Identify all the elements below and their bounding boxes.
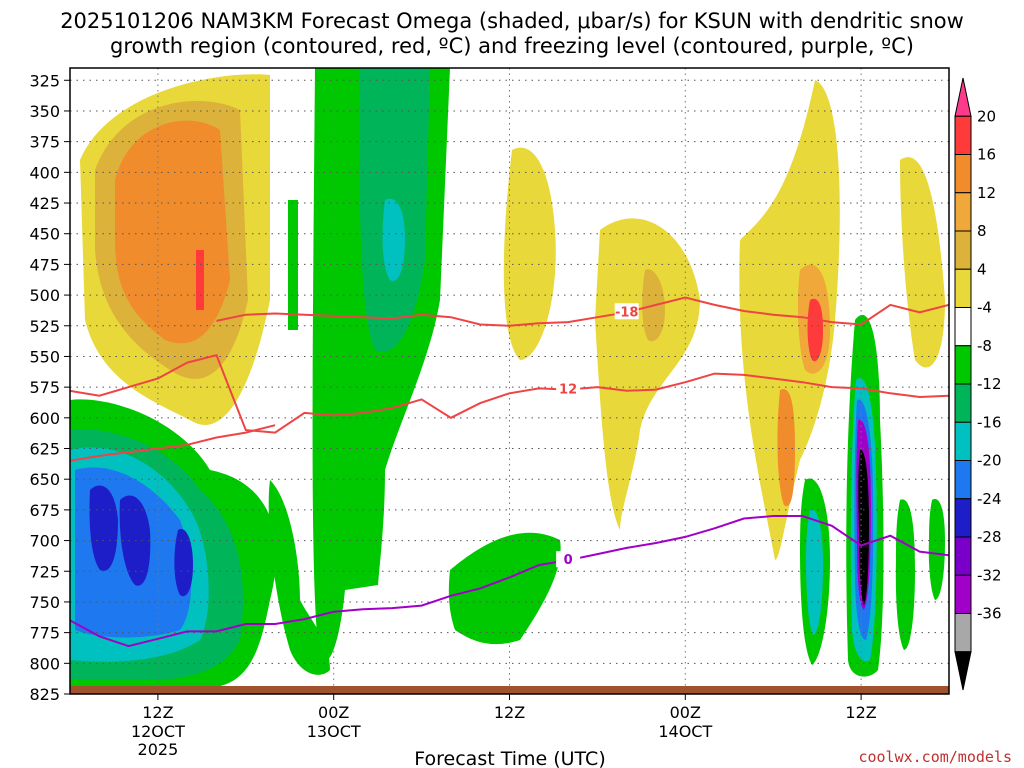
y-tick-label-675: 675: [29, 501, 60, 520]
shade-right-yellow2: [900, 157, 945, 368]
shade-mid-yellow1: [503, 147, 556, 360]
shade-right-orange-lower: [777, 389, 795, 507]
colorbar-label--24: -24: [977, 490, 1002, 508]
contour-label-bg-dgz_-18C: [614, 303, 639, 320]
y-tick-label-400: 400: [29, 163, 60, 182]
y-tick-label-375: 375: [29, 133, 60, 152]
contour-label-freezing_level_0C: 0: [564, 553, 573, 568]
contours: -18 12 0: [70, 296, 949, 648]
colorbar-label-16: 16: [977, 146, 996, 164]
colorbar-swatch-13: [954, 574, 972, 614]
y-tick-label-800: 800: [29, 654, 60, 673]
omega-shading: [70, 68, 945, 689]
chart-title-line2: growth region (contoured, red, ºC) and f…: [110, 34, 914, 58]
chart-title-line1: 2025101206 NAM3KM Forecast Omega (shaded…: [60, 9, 964, 33]
x-tick-label-4: 12Z: [845, 703, 876, 722]
shade-band-black: [858, 449, 869, 605]
shade-lower-left-darkblue1: [89, 485, 118, 571]
x-tick-year-0: 2025: [138, 740, 179, 759]
y-tick-label-625: 625: [29, 440, 60, 459]
x-tick-label-2: 12Z: [494, 703, 525, 722]
shade-band-far-teal: [928, 499, 945, 600]
contour-label-dgz_-12C: 12: [559, 383, 577, 398]
contour-label-bg-freezing_level_0C: [556, 551, 581, 568]
shade-right-red: [807, 298, 823, 362]
contour-label-dgz_-18C: -18: [615, 305, 639, 320]
watermark: coolwx.com/models: [858, 748, 1012, 766]
colorbar-swatch-9: [954, 421, 972, 461]
y-axis: 325 350 375 400 425 450 475 500 525 550 575 600 625 6…: [29, 71, 70, 704]
colorbar-label-4: 4: [977, 260, 987, 278]
colorbar-swatch-6: [954, 307, 972, 347]
y-tick-label-600: 600: [29, 409, 60, 428]
shade-column-lower-green: [268, 480, 330, 675]
colorbar-swatch-10: [954, 460, 972, 500]
x-axis-label: Forecast Time (UTC): [414, 748, 605, 768]
y-tick-label-550: 550: [29, 347, 60, 366]
shade-column-green-thin: [288, 200, 298, 330]
contour-freezing_level_0C: [70, 515, 949, 648]
colorbar-label-20: 20: [977, 107, 996, 125]
colorbar-label--36: -36: [977, 605, 1002, 623]
colorbar-cap-bottom: [954, 651, 972, 691]
shade-mid-yellow2: [595, 218, 700, 530]
shade-right-yellow: [739, 80, 840, 560]
colorbar-swatch-8: [954, 383, 972, 423]
surface-strip: [70, 686, 949, 694]
colorbar-label--8: -8: [977, 337, 992, 355]
shade-band-far-green: [895, 499, 915, 650]
colorbar-label--4: -4: [977, 299, 992, 317]
y-tick-label-525: 525: [29, 317, 60, 336]
colorbar-label--20: -20: [977, 452, 1002, 470]
x-tick-label-1: 00Z: [318, 703, 349, 722]
colorbar-swatch-14: [954, 613, 972, 653]
y-tick-label-750: 750: [29, 593, 60, 612]
contour-label-bg-dgz_-12C: [556, 380, 581, 397]
colorbar-swatch-12: [954, 536, 972, 576]
colorbar-swatch-4: [954, 230, 972, 270]
x-tick-label-3: 00Z: [670, 703, 701, 722]
x-tick-date-3: 14OCT: [658, 722, 712, 741]
y-tick-label-425: 425: [29, 194, 60, 213]
colorbar-label-8: 8: [977, 222, 987, 240]
colorbar-swatch-1: [954, 115, 972, 155]
colorbar-label--12: -12: [977, 375, 1002, 393]
colorbar: 20 16 12 8 4 -4 -8 -12 -16 -20 -24 -28 -32 -36: [954, 77, 1002, 691]
colorbar-swatch-5: [954, 268, 972, 308]
colorbar-swatch-7: [954, 345, 972, 385]
y-tick-label-725: 725: [29, 562, 60, 581]
contour-dgz_-12C_lower: [70, 424, 276, 462]
shade-column-cyan: [382, 198, 405, 281]
x-tick-label-0: 12Z: [142, 703, 173, 722]
colorbar-label--32: -32: [977, 566, 1002, 584]
y-tick-label-500: 500: [29, 286, 60, 305]
y-tick-label-825: 825: [29, 685, 60, 704]
y-tick-label-775: 775: [29, 624, 60, 643]
y-tick-label-650: 650: [29, 470, 60, 489]
shade-mid-green: [448, 532, 561, 645]
colorbar-swatch-3: [954, 192, 972, 232]
contour-dgz_-12C: [70, 354, 949, 434]
y-tick-label-350: 350: [29, 102, 60, 121]
y-tick-label-450: 450: [29, 225, 60, 244]
y-tick-label-325: 325: [29, 71, 60, 90]
colorbar-label-12: 12: [977, 184, 996, 202]
y-tick-label-700: 700: [29, 532, 60, 551]
contour-dgz_-18C: [216, 296, 949, 327]
x-tick-date-0: 12OCT: [131, 722, 185, 741]
shade-lower-left-darkblue3: [174, 529, 193, 597]
y-tick-label-575: 575: [29, 378, 60, 397]
colorbar-swatch-2: [954, 154, 972, 194]
colorbar-cap-top: [954, 77, 972, 117]
shade-upper-left-red: [196, 250, 204, 310]
x-tick-date-1: 13OCT: [307, 722, 361, 741]
colorbar-swatch-11: [954, 498, 972, 538]
colorbar-label--28: -28: [977, 528, 1002, 546]
colorbar-label--16: -16: [977, 413, 1002, 431]
y-tick-label-475: 475: [29, 255, 60, 274]
